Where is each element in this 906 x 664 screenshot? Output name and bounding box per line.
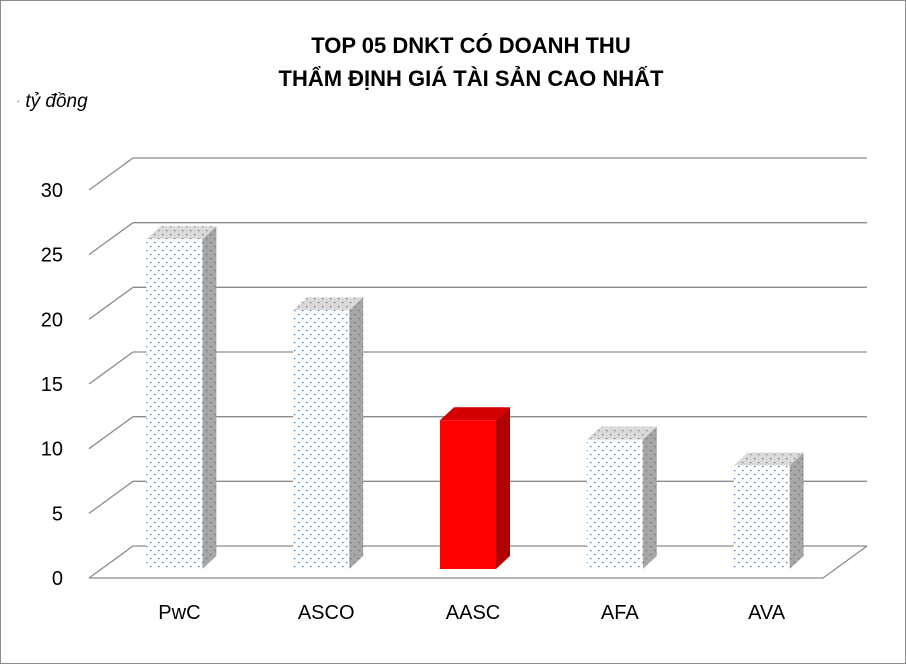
bar-top (146, 226, 217, 240)
bar-pwc (146, 226, 217, 569)
x-tick-label: PwC (158, 602, 200, 624)
bar-side (202, 226, 217, 569)
gridline-wall (88, 157, 134, 191)
chart-title-line-2: THẨM ĐỊNH GIÁ TÀI SẢN CAO NHẤT (278, 66, 664, 91)
floor-edge (89, 545, 868, 579)
gridline-wall (88, 480, 134, 514)
bar-side (496, 407, 510, 569)
bar-front (293, 310, 350, 569)
y-tick-label: 10 (41, 439, 63, 461)
bullet-icon: · (15, 91, 22, 112)
x-tick-label: AFA (601, 602, 639, 624)
bar-side (349, 297, 364, 569)
y-axis-unit-label: · tỷ đồng (15, 91, 88, 113)
y-tick-label: 15 (41, 374, 63, 396)
y-tick-label: 5 (52, 503, 63, 525)
y-tick-label: 0 (52, 568, 63, 590)
chart-title-line-1: TOP 05 DNKT CÓ DOANH THU (311, 33, 631, 58)
bar-front (586, 439, 643, 569)
bar-top (440, 407, 510, 421)
y-tick-label: 20 (41, 309, 63, 331)
bar-front (146, 239, 203, 569)
bar-top (293, 297, 364, 311)
bar-side (642, 426, 657, 569)
bar-ava (733, 452, 804, 569)
x-tick-label: AASC (446, 602, 500, 624)
bar-front (733, 465, 790, 569)
bar-aasc (440, 407, 510, 569)
gridline-wall (88, 416, 134, 450)
x-tick-label: ASCO (298, 602, 355, 624)
gridline-wall (88, 222, 134, 256)
y-tick-label: 25 (41, 245, 63, 267)
bar-asco (293, 297, 364, 569)
bar-top (733, 452, 804, 466)
bar-afa (586, 426, 657, 569)
bar-side (789, 452, 804, 569)
x-tick-label: AVA (748, 602, 786, 624)
gridline-wall (88, 545, 134, 579)
gridline-wall (88, 286, 134, 320)
chart-title: TOP 05 DNKT CÓ DOANH THU THẨM ĐỊNH GIÁ T… (121, 29, 821, 95)
gridline-wall (88, 351, 134, 385)
bar-front (440, 420, 496, 569)
y-tick-label: 30 (41, 180, 63, 202)
y-axis-unit-text: tỷ đồng (25, 91, 88, 112)
bar-top (586, 426, 657, 440)
